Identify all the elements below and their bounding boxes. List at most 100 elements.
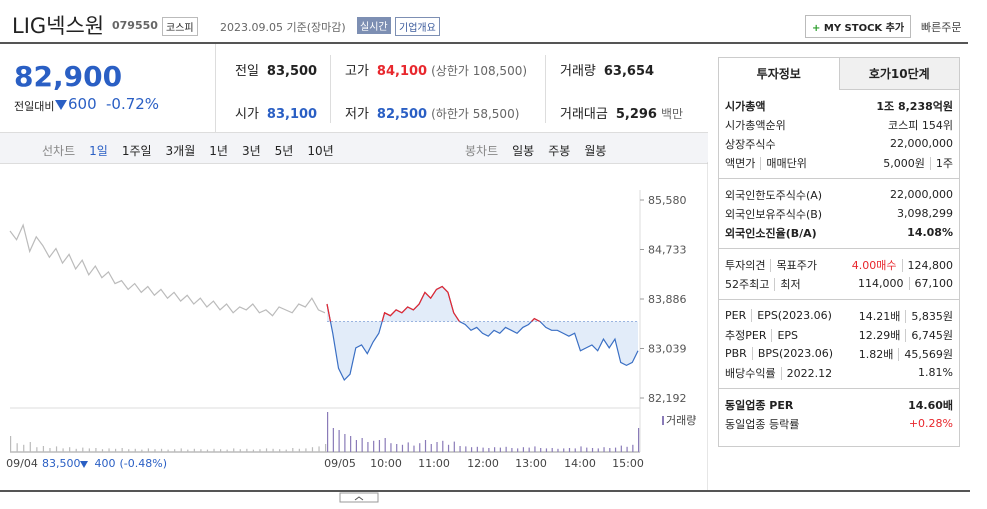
- period-tab[interactable]: 1일: [89, 144, 108, 158]
- row-label: 추정PER: [725, 328, 767, 342]
- volume-bar: [373, 440, 375, 452]
- volume-bar: [591, 448, 594, 452]
- volume-bar: [384, 438, 386, 452]
- volume-bar: [180, 448, 182, 452]
- volume-bar: [88, 448, 90, 452]
- row-labels: 시가총액: [725, 98, 765, 114]
- volume-bar: [167, 449, 169, 452]
- row-labels: 52주최고 최저: [725, 276, 801, 292]
- period-tab[interactable]: 3년: [241, 144, 261, 158]
- volume-bar: [355, 440, 357, 452]
- volume-bar: [16, 443, 18, 452]
- volume-bar: [557, 448, 559, 452]
- panel-tab[interactable]: 호가10단계: [838, 58, 959, 90]
- row-value: 14.08%: [907, 226, 953, 239]
- info-panel: 투자정보 호가10단계 시가총액 1조 8,238억원 시가총액순위 코스피 154위 상장…: [718, 57, 960, 447]
- divider: [545, 55, 546, 123]
- volume-bar: [10, 436, 12, 452]
- volume-bar: [361, 438, 363, 452]
- summary-value: 5,296: [615, 107, 657, 122]
- row-values: 114,000 67,100: [858, 277, 953, 290]
- row-label: 시가총액순위: [725, 118, 786, 132]
- row-value: 6,745원: [905, 328, 953, 342]
- volume-bar: [620, 445, 622, 452]
- volume-bar: [69, 447, 71, 452]
- panel-row: 52주최고 최저 114,000 67,100: [725, 274, 953, 293]
- period-tab[interactable]: 1주일: [121, 144, 152, 158]
- volume-bar: [534, 446, 536, 452]
- panel-group: 외국인한도주식수(A) 22,000,000 외국인보유주식수(B) 3,098,29…: [719, 178, 959, 248]
- x-tick-label: 09/05: [324, 457, 356, 470]
- volume-bar: [517, 448, 519, 452]
- volume-bar: [488, 448, 490, 452]
- volume-legend: [662, 416, 664, 425]
- volume-bar: [325, 444, 327, 452]
- panel-row: 투자의견 목표주가 4.00매수 124,800: [725, 255, 953, 274]
- volume-bar: [459, 446, 461, 452]
- row-values: 22,000,000: [890, 188, 953, 201]
- row-value: 3,098,299: [897, 207, 953, 220]
- row-value: 14.60배: [908, 398, 953, 412]
- period-tab[interactable]: 10년: [307, 144, 334, 158]
- volume-label: 거래량: [666, 414, 696, 427]
- row-value: 4.00매수: [851, 258, 897, 272]
- row-value: 12.29배: [858, 328, 901, 342]
- panel-group: PER EPS(2023.06) 14.21배 5,835원 추정PER EPS 12.29…: [719, 299, 959, 388]
- divider: [330, 55, 331, 123]
- realtime-button[interactable]: 실시간: [357, 17, 391, 34]
- summary-sub: (하한가 58,500): [431, 107, 520, 121]
- summary-sub: (상한가 108,500): [431, 64, 528, 78]
- panel-row: 동일업종 PER 14.60배: [725, 395, 953, 414]
- panel-row: PBR BPS(2023.06) 1.82배 45,569원: [725, 344, 953, 363]
- volume-bar: [246, 448, 248, 452]
- row-labels: 액면가 매매단위: [725, 155, 807, 171]
- x-tick-label: 13:00: [515, 457, 547, 470]
- period-tab[interactable]: 1년: [209, 144, 228, 158]
- candle-tab[interactable]: 일봉: [512, 144, 535, 158]
- volume-bar: [632, 444, 634, 452]
- candle-tab[interactable]: 월봉: [584, 144, 607, 158]
- row-value: +0.28%: [908, 417, 953, 430]
- row-labels: 동일업종 등락률: [725, 416, 799, 432]
- row-values: 14.60배: [908, 397, 953, 413]
- volume-bar: [42, 446, 45, 452]
- volume-bar: [226, 449, 228, 452]
- row-label: PBR: [725, 347, 747, 360]
- x-tick-label: 14:00: [564, 457, 596, 470]
- candle-tab[interactable]: 주봉: [548, 144, 571, 158]
- candle-tabs: 봉차트 일봉 주봉 월봉: [465, 140, 620, 159]
- volume-bar: [505, 446, 507, 452]
- my-stock-button[interactable]: + MY STOCK 추가: [805, 15, 912, 38]
- overview-button[interactable]: 기업개요: [395, 17, 440, 36]
- summary-value: 82,500: [376, 107, 428, 122]
- volume-bar: [252, 449, 255, 452]
- panel-row: 동일업종 등락률 +0.28%: [725, 414, 953, 433]
- row-value: 코스피 154위: [888, 118, 953, 132]
- volume-bar: [239, 449, 241, 452]
- row-labels: 상장주식수: [725, 136, 776, 152]
- price-line: [9, 223, 326, 317]
- period-tab[interactable]: 3개월: [165, 144, 196, 158]
- quick-order[interactable]: 빠른주문: [921, 21, 962, 34]
- volume-bar: [101, 449, 104, 452]
- volume-bar: [95, 448, 97, 452]
- volume-bar: [378, 440, 381, 452]
- x-tick-label: 12:00: [467, 457, 499, 470]
- panel-row: 외국인보유주식수(B) 3,098,299: [725, 204, 953, 223]
- summary-label: 거래량: [560, 64, 596, 79]
- volume-bar: [49, 448, 51, 452]
- summary-item: 시가 83,100: [235, 103, 317, 122]
- row-label: 외국인소진율(B/A): [725, 226, 817, 240]
- volume-bar: [580, 446, 582, 452]
- base-date: 2023.09.05 기준(장마감): [220, 21, 346, 34]
- header-rule: [0, 42, 968, 44]
- summary-label: 고가: [345, 64, 369, 79]
- row-values: 12.29배 6,745원: [859, 327, 953, 343]
- volume-bar: [545, 448, 548, 452]
- x-tick-label: 11:00: [418, 457, 450, 470]
- change-value: 600: [68, 95, 97, 113]
- stock-code: 079550: [112, 19, 158, 32]
- panel-tab[interactable]: 투자정보: [719, 58, 839, 90]
- period-tab[interactable]: 5년: [274, 144, 294, 158]
- volume-bar: [551, 448, 553, 452]
